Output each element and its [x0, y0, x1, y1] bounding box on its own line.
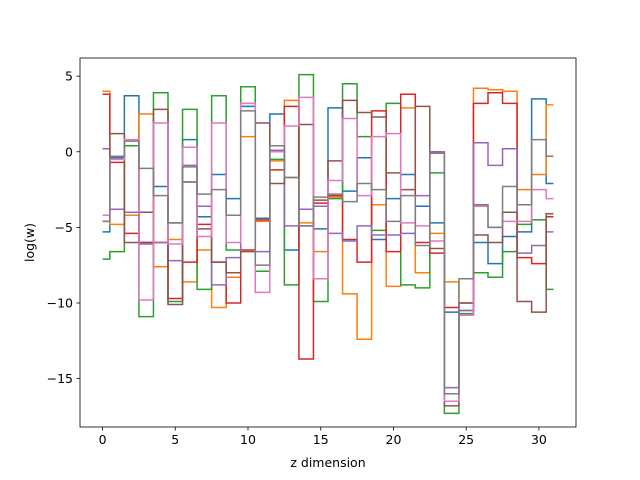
x-axis-label: z dimension [290, 455, 365, 470]
y-tick-label: −5 [55, 220, 73, 235]
y-axis: 5 0 −5 −10 −15 [47, 69, 80, 386]
plot-frame [79, 57, 577, 428]
x-tick-label: 10 [240, 432, 256, 447]
x-tick-label: 15 [313, 432, 329, 447]
y-tick-label: −15 [47, 371, 73, 386]
x-tick-label: 5 [171, 432, 179, 447]
x-tick-label: 30 [531, 432, 547, 447]
series-layer [102, 73, 554, 415]
y-tick-label: 0 [65, 144, 73, 159]
y-axis-label: log(w) [22, 223, 37, 262]
y-tick-label: 5 [65, 69, 73, 84]
y-tick-label: −10 [47, 295, 73, 310]
x-tick-label: 25 [458, 432, 474, 447]
x-tick-label: 0 [99, 432, 107, 447]
series-line-7 [102, 110, 554, 395]
x-tick-label: 20 [386, 432, 402, 447]
x-axis: 0 5 10 15 20 25 30 [99, 427, 547, 447]
